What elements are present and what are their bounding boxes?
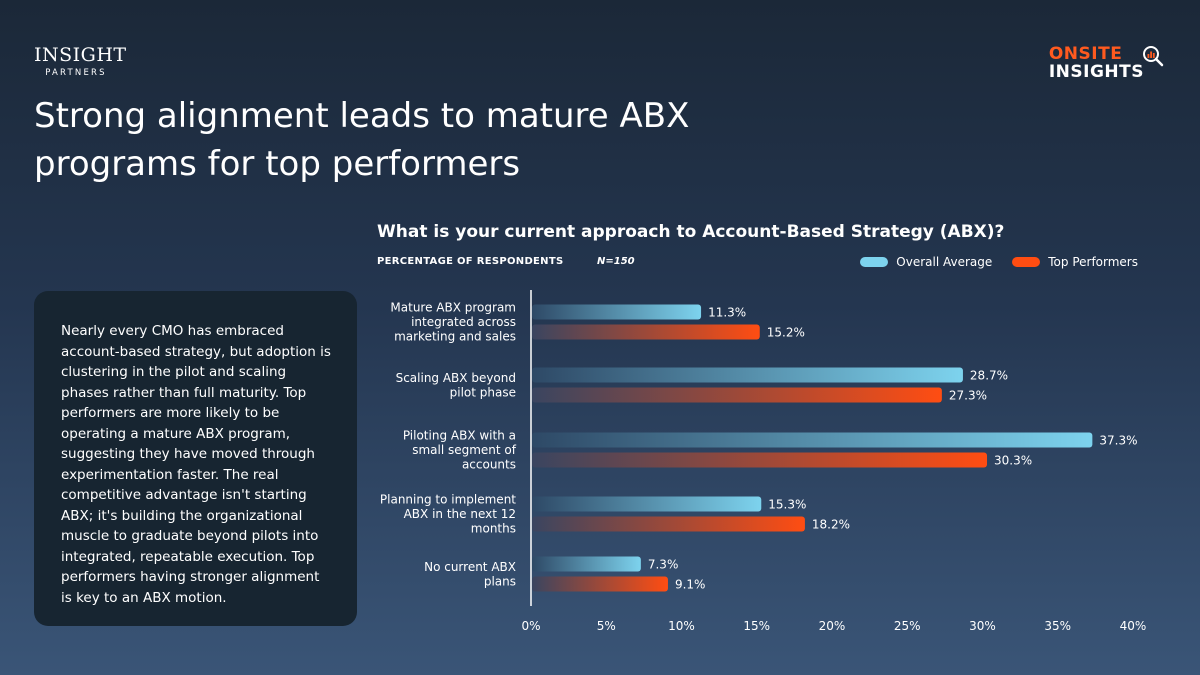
x-tick-label: 35% (1044, 619, 1071, 633)
x-tick-label: 0% (521, 619, 540, 633)
data-label-overall: 15.3% (768, 498, 806, 512)
insight-partners-logo: INSIGHT PARTNERS (34, 44, 127, 78)
page-title: Strong alignment leads to mature ABX pro… (34, 96, 690, 184)
x-tick-label: 30% (969, 619, 996, 633)
data-label-top: 18.2% (812, 518, 850, 532)
bar-overall (532, 367, 963, 383)
onsite-insights-logo: ONSITE INSIGHTS (1048, 44, 1164, 82)
legend-swatch-overall (860, 257, 889, 267)
category-label: Mature ABX program integrated across marke… (390, 301, 516, 344)
legend-label-top: Top Performers (1048, 255, 1138, 269)
bar-top (532, 324, 760, 340)
category-label: Planning to implement ABX in the next 12 m… (380, 493, 516, 536)
summary-text: Nearly every CMO has embraced account-ba… (61, 323, 331, 606)
chart-subtitle: PERCENTAGE OF RESPONDENTS (377, 256, 564, 267)
bar-overall (532, 432, 1093, 448)
bar-overall (532, 556, 641, 572)
x-tick-label: 25% (894, 619, 921, 633)
logo-right-line1: ONSITE (1048, 44, 1123, 64)
x-tick-label: 5% (597, 619, 616, 633)
data-label-top: 9.1% (675, 578, 706, 592)
logo-right-line2: INSIGHTS (1048, 62, 1144, 82)
chart-title: What is your current approach to Account… (377, 222, 1005, 242)
chart-legend: Overall Average Top Performers (860, 255, 1138, 269)
category-label: Scaling ABX beyond pilot phase (396, 371, 516, 400)
bar-top (532, 576, 668, 592)
data-label-overall: 37.3% (1099, 434, 1137, 448)
bar-top (532, 387, 942, 403)
logo-left-line2: PARTNERS (45, 68, 107, 78)
legend-label-overall: Overall Average (896, 255, 993, 269)
category-label: No current ABX plans (424, 560, 516, 589)
data-label-overall: 28.7% (970, 369, 1008, 383)
legend-swatch-top (1012, 257, 1041, 267)
x-tick-label: 20% (819, 619, 846, 633)
data-label-top: 15.2% (767, 326, 805, 340)
category-label: Piloting ABX with a small segment of accou… (403, 429, 517, 472)
magnifier-chart-icon (1143, 46, 1164, 67)
bar-top (532, 452, 988, 468)
data-label-top: 30.3% (994, 454, 1032, 468)
legend-item-top: Top Performers (1012, 255, 1138, 269)
bar-overall (532, 304, 702, 320)
summary-panel: Nearly every CMO has embraced account-ba… (34, 291, 357, 626)
legend-item-overall: Overall Average (860, 255, 992, 269)
x-tick-label: 10% (668, 619, 695, 633)
data-label-top: 27.3% (949, 389, 987, 403)
logo-left-line1: INSIGHT (34, 44, 127, 66)
data-label-overall: 11.3% (708, 306, 746, 320)
chart-sample-size: N=150 (597, 256, 635, 267)
data-label-overall: 7.3% (648, 558, 679, 572)
bar-overall (532, 496, 762, 512)
bar-top (532, 516, 805, 532)
x-tick-label: 40% (1120, 619, 1147, 633)
x-tick-label: 15% (743, 619, 770, 633)
